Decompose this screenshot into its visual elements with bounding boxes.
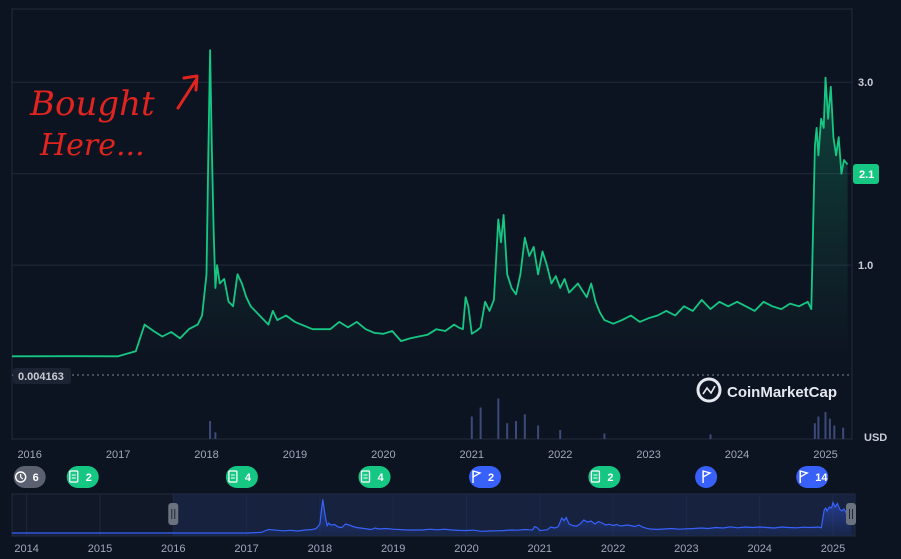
event-count: 2 bbox=[86, 472, 92, 484]
x-tick-label: 2017 bbox=[106, 449, 130, 461]
y-tick-label: 1.0 bbox=[858, 260, 873, 272]
currency-label: USD bbox=[864, 432, 887, 444]
range-navigator[interactable]: 2014 2015 2016 2017 2018 2019 2020 2021 2022 2023… bbox=[11, 493, 856, 555]
flag-icon bbox=[472, 470, 482, 483]
navigator-line bbox=[12, 499, 852, 534]
volume-bar bbox=[506, 423, 509, 439]
volume-bar bbox=[479, 407, 482, 439]
document-icon bbox=[69, 470, 79, 483]
event-badge[interactable]: 2 bbox=[588, 466, 621, 488]
current-price-badge bbox=[853, 164, 879, 184]
event-count: 14 bbox=[815, 472, 828, 484]
x-tick-label: 2016 bbox=[17, 449, 41, 461]
price-area bbox=[12, 50, 848, 357]
x-axis: 2016 2017 2018 2019 2020 2021 2022 2023 2024 2025 bbox=[17, 449, 837, 461]
grid-lines bbox=[12, 81, 852, 266]
navigator-handle[interactable] bbox=[168, 503, 179, 525]
volume-bar bbox=[824, 412, 827, 439]
navigator-x-axis: 2014 2015 2016 2017 2018 2019 2020 2021 2022 2023… bbox=[14, 543, 845, 555]
volume-bar bbox=[833, 425, 836, 439]
navigator-tick-label: 2020 bbox=[454, 543, 478, 555]
volume-bar bbox=[209, 421, 212, 439]
navigator-tick-label: 2025 bbox=[821, 543, 845, 555]
event-badge[interactable]: 6 bbox=[13, 466, 46, 488]
navigator-tick-label: 2015 bbox=[88, 543, 112, 555]
navigator-tick-label: 2016 bbox=[161, 543, 185, 555]
volume-bar bbox=[214, 432, 217, 439]
document-icon bbox=[228, 470, 238, 483]
event-badge[interactable]: 14 bbox=[796, 466, 828, 488]
x-tick-label: 2024 bbox=[725, 449, 749, 461]
event-markers: 6 2 4 4 2 2 14 bbox=[13, 466, 828, 488]
volume-bar bbox=[470, 416, 473, 439]
watermark-text: CoinMarketCap bbox=[727, 384, 837, 401]
annotation-arrow-icon bbox=[176, 74, 199, 110]
navigator-tick-label: 2023 bbox=[674, 543, 698, 555]
x-tick-label: 2023 bbox=[636, 449, 660, 461]
event-count: 2 bbox=[488, 472, 494, 484]
volume-bar bbox=[828, 418, 831, 439]
volume-bar bbox=[709, 434, 712, 439]
event-badge[interactable]: 2 bbox=[66, 466, 99, 488]
event-badge[interactable]: 4 bbox=[225, 466, 258, 488]
history-icon bbox=[14, 471, 27, 483]
x-tick-label: 2021 bbox=[460, 449, 484, 461]
event-badge[interactable] bbox=[695, 466, 718, 488]
navigator-tick-label: 2021 bbox=[528, 543, 552, 555]
handwritten-annotation: Bought Here... bbox=[29, 74, 199, 163]
navigator-tick-label: 2018 bbox=[308, 543, 332, 555]
volume-bar bbox=[817, 416, 820, 439]
event-count: 4 bbox=[378, 472, 385, 484]
volume-bar bbox=[515, 421, 517, 439]
volume-bar bbox=[559, 430, 562, 439]
current-price-label: 2.1 bbox=[859, 169, 874, 181]
flag-icon bbox=[799, 470, 809, 483]
volume-bars bbox=[209, 398, 845, 439]
event-badge[interactable]: 2 bbox=[469, 466, 502, 488]
event-count: 4 bbox=[245, 472, 252, 484]
document-icon bbox=[590, 470, 601, 483]
navigator-tick-label: 2022 bbox=[601, 543, 625, 555]
x-tick-label: 2018 bbox=[194, 449, 218, 461]
first-price-label: 0.004163 bbox=[18, 371, 64, 383]
navigator-tick-label: 2017 bbox=[234, 543, 258, 555]
volume-bar bbox=[537, 425, 540, 439]
x-tick-label: 2020 bbox=[371, 449, 395, 461]
first-price-label-box bbox=[13, 368, 71, 384]
x-tick-label: 2022 bbox=[548, 449, 572, 461]
plot-frame bbox=[11, 8, 853, 440]
volume-bar bbox=[497, 398, 500, 439]
navigator-tick-label: 2019 bbox=[381, 543, 405, 555]
x-tick-label: 2025 bbox=[813, 449, 837, 461]
annotation-line2: Here... bbox=[39, 128, 145, 163]
volume-bar bbox=[603, 433, 606, 439]
y-tick-label: 3.0 bbox=[858, 77, 873, 89]
volume-bar bbox=[842, 427, 845, 439]
event-count: 2 bbox=[607, 472, 613, 484]
event-count: 6 bbox=[33, 472, 39, 484]
x-tick-label: 2019 bbox=[283, 449, 307, 461]
navigator-handle[interactable] bbox=[846, 503, 856, 525]
event-badge[interactable]: 4 bbox=[358, 466, 391, 488]
document-icon bbox=[360, 470, 371, 483]
volume-bar bbox=[523, 414, 526, 439]
volume-bar bbox=[813, 423, 816, 439]
navigator-tick-label: 2014 bbox=[14, 543, 38, 555]
price-line bbox=[11, 49, 849, 358]
flag-icon bbox=[702, 470, 712, 483]
coinmarketcap-logo: CoinMarketCap bbox=[696, 377, 837, 403]
annotation-line1: Bought bbox=[29, 84, 155, 124]
navigator-tick-label: 2024 bbox=[747, 543, 771, 555]
